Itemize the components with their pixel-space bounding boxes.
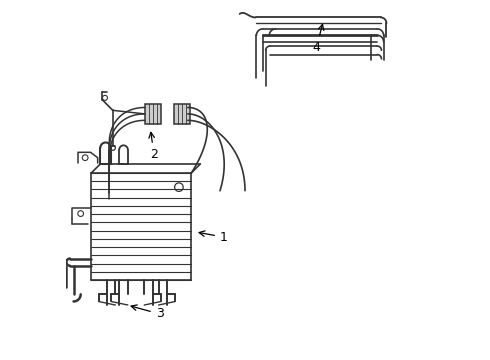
Polygon shape <box>145 104 161 124</box>
Polygon shape <box>173 104 190 124</box>
Text: 4: 4 <box>313 24 324 54</box>
Text: 2: 2 <box>149 132 158 161</box>
Text: 3: 3 <box>131 305 164 320</box>
Text: 1: 1 <box>199 231 228 244</box>
